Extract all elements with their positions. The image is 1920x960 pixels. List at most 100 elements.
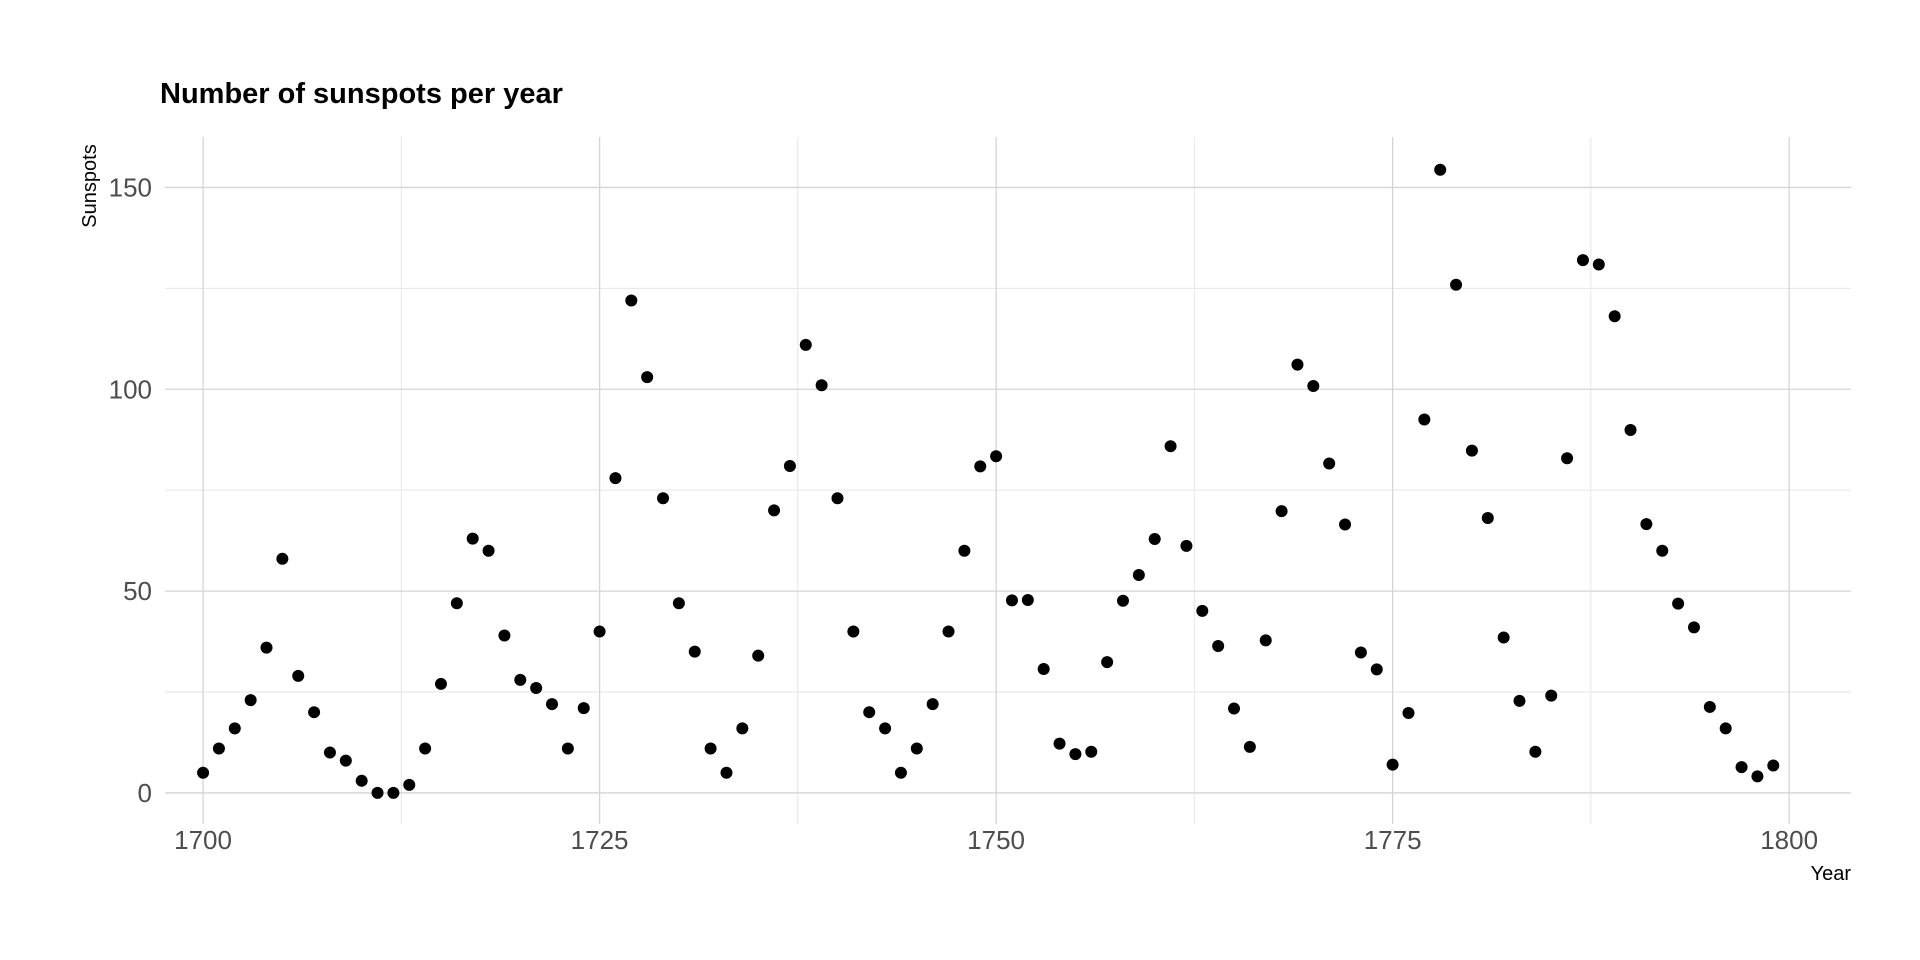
data-point — [625, 294, 638, 307]
data-point — [308, 706, 321, 719]
data-point — [672, 597, 685, 610]
data-point — [1180, 539, 1193, 552]
data-point — [879, 722, 892, 735]
data-point — [546, 698, 559, 711]
data-point — [244, 694, 257, 707]
data-point — [1243, 740, 1256, 753]
data-point — [339, 754, 352, 767]
data-point — [1561, 452, 1574, 465]
data-point — [1291, 358, 1304, 371]
data-point — [498, 629, 511, 642]
data-point — [1402, 706, 1415, 719]
data-point — [403, 778, 416, 791]
data-point — [926, 698, 939, 711]
data-point — [434, 677, 447, 690]
data-point — [387, 786, 400, 799]
data-point — [1751, 770, 1764, 783]
y-axis-ticks: 0 50 100 150 — [109, 172, 152, 807]
data-point — [1370, 663, 1383, 676]
data-point — [1275, 505, 1288, 518]
data-point — [1069, 748, 1082, 761]
data-point — [1354, 646, 1367, 659]
data-point — [1735, 761, 1748, 774]
data-point — [1465, 444, 1478, 457]
data-point — [577, 702, 590, 715]
x-tick-label: 1750 — [967, 825, 1025, 855]
data-point — [641, 371, 654, 384]
data-point — [1608, 310, 1621, 323]
data-point — [1085, 745, 1098, 758]
data-point — [783, 459, 796, 472]
data-point — [1053, 737, 1066, 750]
y-tick-label: 0 — [138, 778, 152, 808]
data-point — [1497, 631, 1510, 644]
data-point — [1576, 254, 1589, 267]
data-point — [1116, 594, 1129, 607]
data-point — [355, 774, 368, 787]
x-axis-label: Year — [1811, 863, 1852, 885]
data-points — [197, 163, 1780, 799]
data-point — [1719, 722, 1732, 735]
x-axis-ticks: 1700 1725 1750 1775 1800 — [174, 825, 1818, 855]
data-point — [228, 722, 241, 735]
data-point — [276, 552, 289, 565]
y-axis-label: Sunspots — [79, 144, 101, 227]
data-point — [1656, 544, 1669, 557]
data-point — [1386, 758, 1399, 771]
y-tick-label: 100 — [109, 374, 152, 404]
data-point — [1529, 745, 1542, 758]
plot-grid — [165, 137, 1851, 824]
data-point — [450, 597, 463, 610]
data-point — [958, 544, 971, 557]
data-point — [894, 766, 907, 779]
data-point — [482, 544, 495, 557]
data-point — [1339, 518, 1352, 531]
data-point — [1021, 593, 1034, 606]
y-tick-label: 50 — [123, 576, 152, 606]
data-point — [720, 766, 733, 779]
data-point — [1687, 621, 1700, 634]
y-tick-label: 150 — [109, 172, 152, 202]
data-point — [1148, 533, 1161, 546]
data-point — [1101, 656, 1114, 669]
data-point — [514, 673, 527, 686]
data-point — [1624, 424, 1637, 437]
data-point — [1196, 604, 1209, 617]
data-point — [1037, 663, 1050, 676]
data-point — [831, 492, 844, 505]
x-tick-label: 1700 — [174, 825, 232, 855]
data-point — [657, 492, 670, 505]
x-tick-label: 1725 — [571, 825, 629, 855]
data-point — [1259, 634, 1272, 647]
data-point — [990, 450, 1003, 463]
data-point — [1481, 512, 1494, 525]
data-point — [1164, 440, 1177, 453]
data-point — [1703, 700, 1716, 713]
data-point — [1228, 702, 1241, 715]
data-point — [704, 742, 717, 755]
data-point — [530, 681, 543, 694]
data-point — [910, 742, 923, 755]
x-tick-label: 1800 — [1760, 825, 1818, 855]
data-point — [212, 742, 225, 755]
data-point — [1545, 689, 1558, 702]
data-point — [1672, 597, 1685, 610]
data-point — [1323, 457, 1336, 470]
data-point — [419, 742, 432, 755]
data-point — [260, 641, 273, 654]
x-tick-label: 1775 — [1364, 825, 1422, 855]
data-point — [1307, 380, 1320, 393]
data-point — [942, 625, 955, 638]
data-point — [1640, 518, 1653, 531]
data-point — [197, 766, 210, 779]
data-point — [1005, 594, 1018, 607]
data-point — [768, 504, 781, 517]
data-point — [799, 338, 812, 351]
data-point — [466, 532, 479, 545]
data-point — [1212, 639, 1225, 652]
data-point — [1592, 258, 1605, 271]
data-point — [1767, 759, 1780, 772]
data-point — [593, 625, 606, 638]
data-point — [752, 649, 765, 662]
